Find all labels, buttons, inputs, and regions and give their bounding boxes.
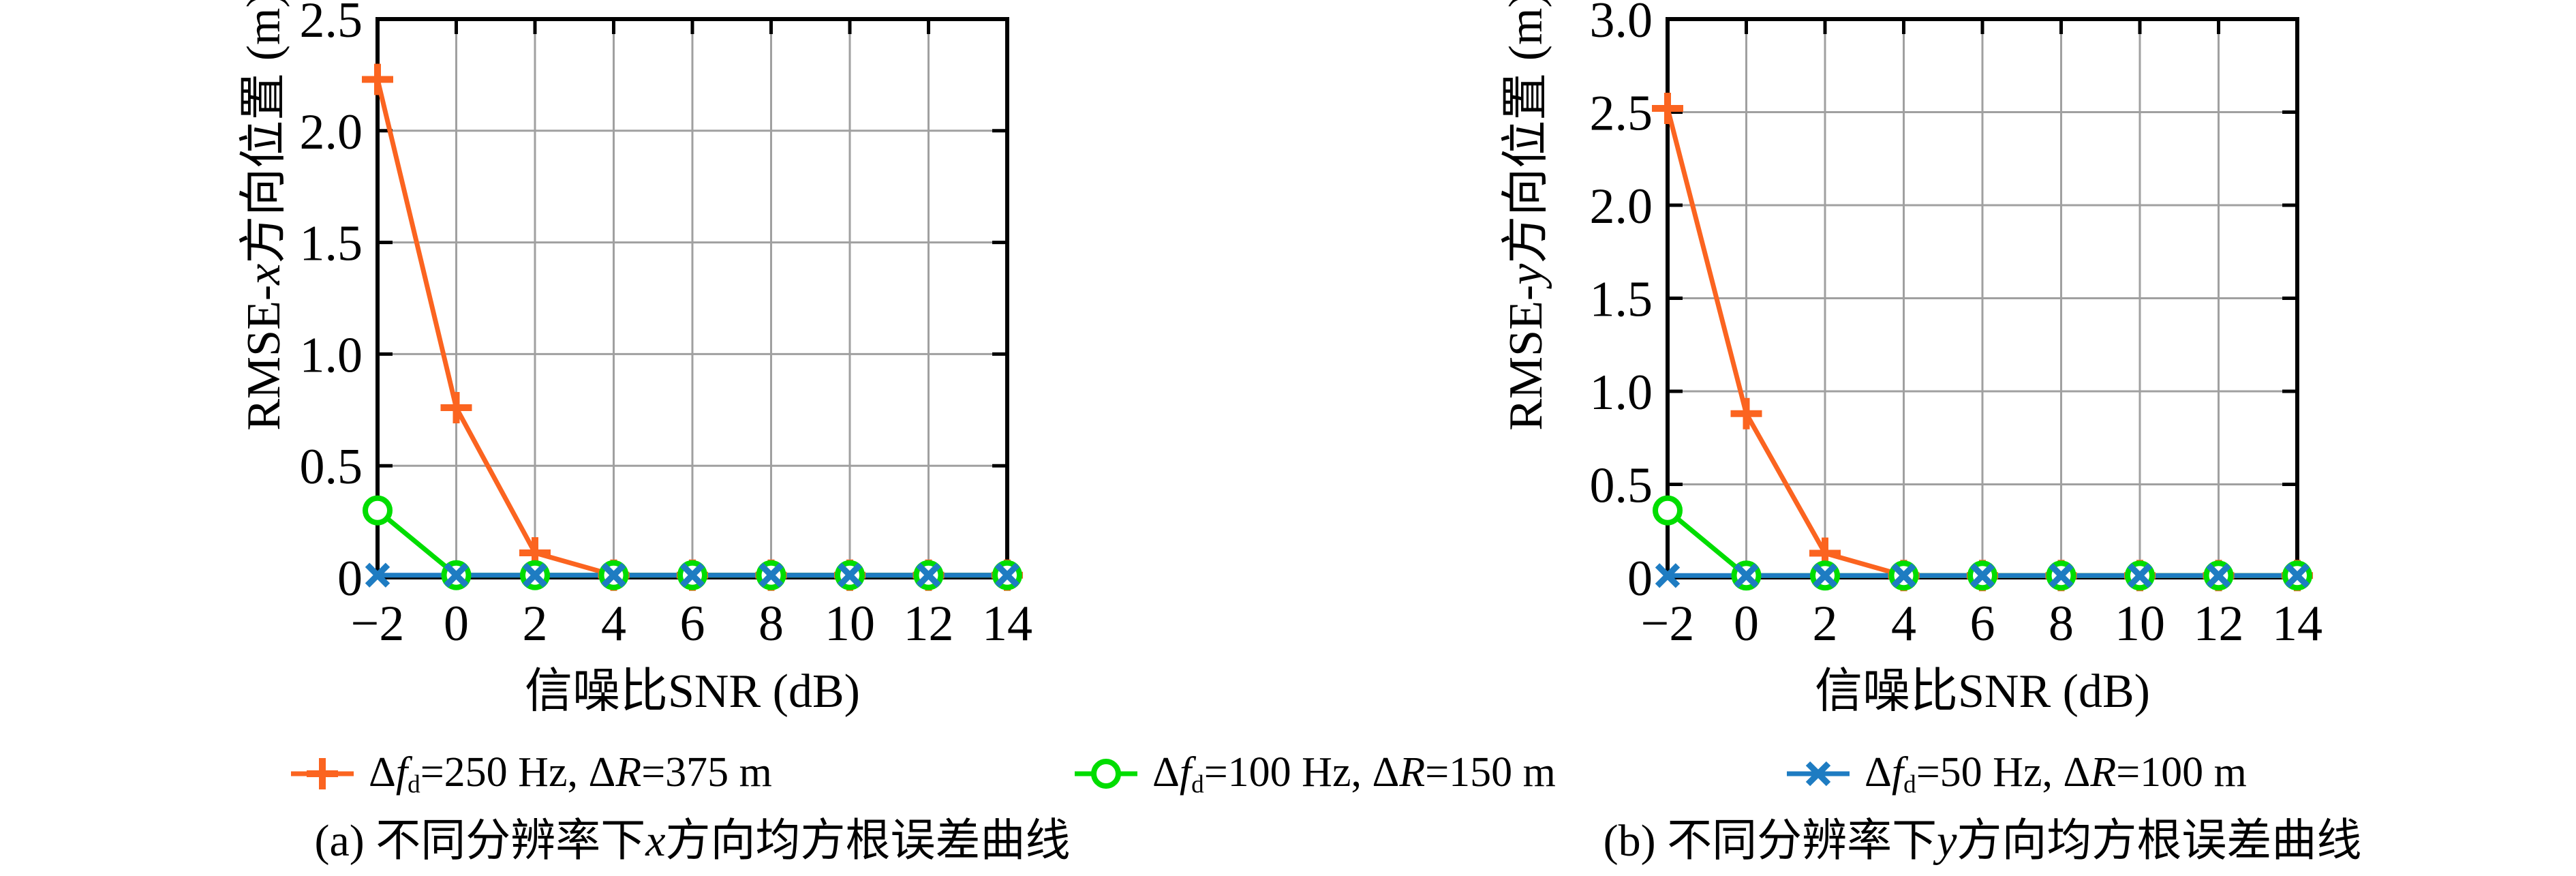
x-marker (994, 562, 1020, 588)
y-tick-label: 0.5 (300, 439, 363, 495)
caption-chart-b: (b) 不同分辨率下y方向均方根误差曲线 (1539, 813, 2425, 870)
caption-chart-a: (a) 不同分辨率下x方向均方根误差曲线 (249, 813, 1135, 870)
y-tick-label: 3.0 (1590, 0, 1653, 48)
x-marker (444, 562, 469, 588)
caption-a-suffix: 方向均方根误差曲线 (665, 816, 1071, 866)
x-tick-label: 10 (2115, 596, 2165, 652)
legend-marker-x-icon (1787, 761, 1850, 787)
x-tick-label: 4 (1891, 596, 1916, 652)
x-marker (1805, 761, 1831, 787)
legend-marker-circle-icon (1075, 759, 1137, 789)
ylabel-b-suffix: 方向位置 (m) (1500, 0, 1552, 264)
x-marker (522, 562, 548, 588)
legend-item-df-50hz: Δfd=50 Hz, ΔR=100 m (1785, 747, 2247, 800)
x-tick-label: 0 (444, 596, 469, 652)
x-marker (916, 562, 941, 588)
caption-a-prefix: (a) 不同分辨率下 (314, 816, 646, 866)
ylabel-a-suffix: 方向位置 (m) (238, 0, 290, 264)
x-marker (1891, 563, 1916, 588)
caption-b-prefix: (b) 不同分辨率下 (1603, 816, 1937, 866)
x-axis-label-chart-b: 信噪比SNR (dB) (1815, 665, 2150, 718)
x-marker (679, 562, 705, 588)
legend-label: Δfd=100 Hz, ΔR=150 m (1152, 749, 1556, 799)
y-tick-label: 0.5 (1590, 458, 1653, 514)
y-tick-label: 2.5 (300, 0, 363, 48)
x-tick-label: −2 (1641, 596, 1695, 652)
gridlines (378, 19, 1007, 577)
legend-item-df-250hz: Δfd=250 Hz, ΔR=375 m (290, 747, 772, 800)
y-tick-label: 1.0 (300, 327, 363, 383)
y-tick-label: 1.0 (1590, 365, 1653, 421)
x-marker (1655, 563, 1681, 588)
y-tick-label: 2.0 (1590, 179, 1653, 235)
y-axis-label-chart-a: RMSE-x方向位置 (m) (238, 0, 290, 518)
ylabel-b-variable: y (1500, 263, 1552, 285)
caption-b-suffix: 方向均方根误差曲线 (1957, 816, 2362, 866)
caption-a-variable: x (645, 816, 666, 866)
circle-marker (363, 495, 393, 526)
x-marker (1969, 563, 1995, 588)
x-tick-label: 8 (758, 596, 784, 652)
legend-label: Δfd=250 Hz, ΔR=375 m (369, 749, 772, 799)
x-tick-label: −2 (351, 596, 405, 652)
x-marker (1734, 563, 1759, 588)
x-tick-label: 2 (1813, 596, 1838, 652)
y-tick-label: 0 (337, 551, 363, 607)
x-tick-label: 14 (982, 596, 1032, 652)
x-marker (2206, 563, 2231, 588)
y-tick-label: 0 (1627, 551, 1653, 607)
series-markers-2 (1655, 563, 2310, 588)
legend-item-df-100hz: Δfd=100 Hz, ΔR=150 m (1073, 747, 1556, 800)
x-marker (837, 562, 863, 588)
x-tick-label: 10 (825, 596, 875, 652)
x-marker (601, 562, 626, 588)
circle-marker (1653, 495, 1683, 526)
x-tick-label: 2 (523, 596, 548, 652)
x-tick-label: 4 (601, 596, 626, 652)
x-marker (1812, 563, 1838, 588)
ylabel-a-prefix: RMSE- (238, 284, 290, 431)
series-markers-2 (365, 562, 1020, 588)
circle-marker (1091, 759, 1121, 789)
y-tick-label: 1.5 (1590, 272, 1653, 328)
x-axis-label-chart-a: 信噪比SNR (dB) (525, 665, 860, 718)
x-marker (365, 562, 390, 588)
legend-label: Δfd=50 Hz, ΔR=100 m (1865, 749, 2247, 799)
y-axis-label-chart-b: RMSE-y方向位置 (m) (1500, 0, 1552, 518)
y-tick-label: 1.5 (300, 216, 363, 272)
x-marker (2127, 563, 2153, 588)
x-marker (2049, 563, 2074, 588)
x-tick-label: 0 (1734, 596, 1759, 652)
x-marker (758, 562, 784, 588)
x-tick-label: 14 (2272, 596, 2322, 652)
x-marker (2284, 563, 2310, 588)
gridlines (1668, 19, 2297, 577)
x-tick-label: 12 (2194, 596, 2244, 652)
y-tick-label: 2.0 (300, 104, 363, 160)
y-tick-label: 2.5 (1590, 86, 1653, 142)
caption-b-variable: y (1937, 816, 1957, 866)
legend: Δfd=250 Hz, ΔR=375 m Δfd=100 Hz, ΔR=150 … (0, 747, 2576, 800)
x-tick-label: 8 (2049, 596, 2074, 652)
ylabel-a-variable: x (238, 263, 290, 285)
x-tick-label: 6 (680, 596, 705, 652)
x-tick-label: 6 (1970, 596, 1995, 652)
x-tick-label: 12 (904, 596, 954, 652)
ylabel-b-prefix: RMSE- (1500, 284, 1552, 431)
legend-marker-plus-icon (291, 758, 354, 789)
